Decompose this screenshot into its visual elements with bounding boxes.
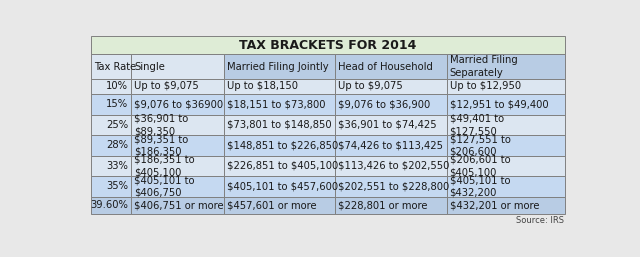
Text: \$405,101 to
\$432,200: \$405,101 to \$432,200 [449,175,510,198]
Bar [335,135,447,156]
Text: \$18,151 to \$73,800: \$18,151 to \$73,800 [227,99,325,109]
Text: \$148,851 to \$226,850: \$148,851 to \$226,850 [227,140,338,150]
Text: TAX BRACKETS FOR 2014: TAX BRACKETS FOR 2014 [239,39,417,52]
Bar [335,176,447,197]
Bar [335,115,447,135]
Bar [131,176,224,197]
Text: \$74,426 to \$113,425: \$74,426 to \$113,425 [338,140,443,150]
Bar [224,94,335,115]
Text: \$186,351 to
\$405,100: \$186,351 to \$405,100 [134,155,195,177]
Bar [335,54,447,79]
Bar [447,156,565,176]
Text: Source: IRS: Source: IRS [516,216,564,225]
Bar [91,79,131,94]
Text: \$406,751 or more: \$406,751 or more [134,200,224,210]
Text: \$9,076 to \$36,900: \$9,076 to \$36,900 [338,99,430,109]
Bar [91,54,131,79]
Text: Head of Household: Head of Household [338,61,433,71]
Bar [447,79,565,94]
Bar [131,94,224,115]
Text: \$73,801 to \$148,850: \$73,801 to \$148,850 [227,120,332,130]
Text: \$12,951 to \$49,400: \$12,951 to \$49,400 [449,99,548,109]
Bar [91,176,131,197]
Bar [91,156,131,176]
Bar [91,36,565,54]
Bar [224,115,335,135]
Bar [335,197,447,214]
Bar [447,135,565,156]
Text: \$206,601 to
\$405,100: \$206,601 to \$405,100 [449,155,510,177]
Text: \$457,601 or more: \$457,601 or more [227,200,316,210]
Bar [224,79,335,94]
Text: 10%: 10% [106,81,128,91]
Bar [224,176,335,197]
Bar [335,94,447,115]
Bar [131,54,224,79]
Text: \$36,901 to \$74,425: \$36,901 to \$74,425 [338,120,436,130]
Text: Tax Rate: Tax Rate [94,61,136,71]
Bar [224,156,335,176]
Text: Up to \$18,150: Up to \$18,150 [227,81,298,91]
Bar [447,94,565,115]
Bar [447,176,565,197]
Text: \$113,426 to \$202,550: \$113,426 to \$202,550 [338,161,449,171]
Text: 15%: 15% [106,99,128,109]
Text: \$405,101 to
\$406,750: \$405,101 to \$406,750 [134,175,195,198]
Bar [224,135,335,156]
Bar [335,79,447,94]
Text: \$228,801 or more: \$228,801 or more [338,200,428,210]
Bar [131,135,224,156]
Bar [131,115,224,135]
Text: \$49,401 to
\$127,550: \$49,401 to \$127,550 [449,114,504,136]
Text: Married Filing
Separately: Married Filing Separately [449,55,517,78]
Text: 28%: 28% [106,140,128,150]
Bar [91,197,131,214]
Bar [131,79,224,94]
Bar [91,94,131,115]
Bar [131,197,224,214]
Text: Up to \$12,950: Up to \$12,950 [449,81,521,91]
Text: 25%: 25% [106,120,128,130]
Bar [224,54,335,79]
Text: Up to \$9,075: Up to \$9,075 [338,81,403,91]
Bar [447,54,565,79]
Text: \$127,551 to
\$206,600: \$127,551 to \$206,600 [449,134,510,157]
Text: \$405,101 to \$457,600: \$405,101 to \$457,600 [227,181,338,191]
Text: 35%: 35% [106,181,128,191]
Text: \$9,076 to \$36900: \$9,076 to \$36900 [134,99,223,109]
Text: 39.60%: 39.60% [90,200,128,210]
Text: 33%: 33% [106,161,128,171]
Bar [447,115,565,135]
Bar [447,197,565,214]
Text: Married Filing Jointly: Married Filing Jointly [227,61,328,71]
Bar [224,197,335,214]
Text: \$202,551 to \$228,800: \$202,551 to \$228,800 [338,181,449,191]
Bar [335,156,447,176]
Text: \$432,201 or more: \$432,201 or more [449,200,539,210]
Text: Up to \$9,075: Up to \$9,075 [134,81,199,91]
Text: \$89,351 to
\$186,350: \$89,351 to \$186,350 [134,134,188,157]
Text: Single: Single [134,61,165,71]
Bar [91,135,131,156]
Text: \$226,851 to \$405,100: \$226,851 to \$405,100 [227,161,338,171]
Text: \$36,901 to
\$89,350: \$36,901 to \$89,350 [134,114,188,136]
Bar [91,115,131,135]
Bar [131,156,224,176]
